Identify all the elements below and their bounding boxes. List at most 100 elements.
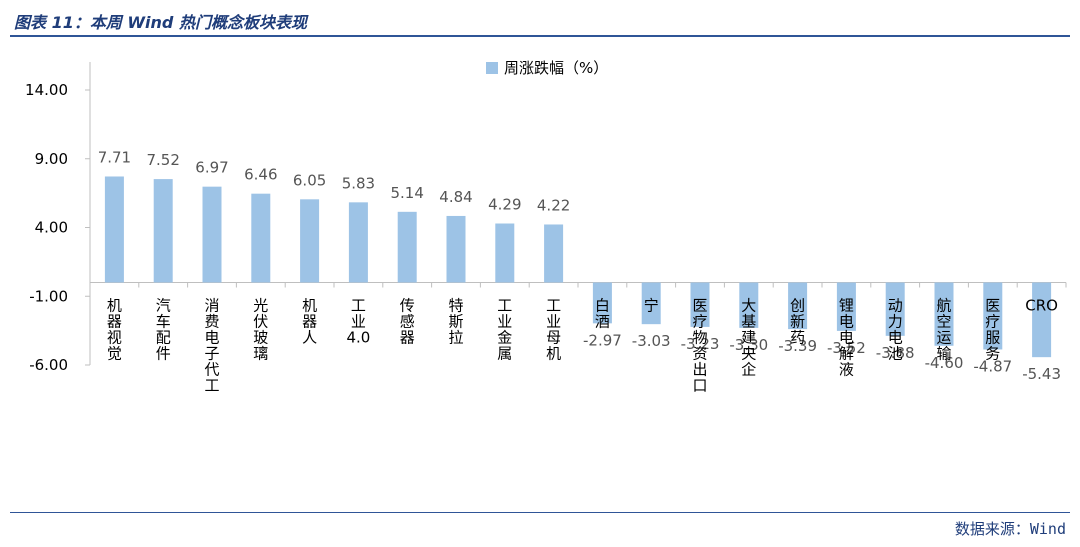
category-label-part: 伏 [253, 313, 268, 331]
category-label-part: 动 [888, 297, 903, 315]
category-label: 工业金属 [497, 297, 512, 363]
category-label-part: 子 [204, 345, 219, 363]
category-label-part: 运 [936, 329, 951, 347]
category-label: 机器视觉 [107, 297, 122, 363]
category-label: 传感器 [400, 297, 415, 347]
category-label: 锂电电解液 [839, 297, 854, 379]
category-label-part: 金 [497, 329, 512, 347]
category-label: 宁 [644, 297, 659, 315]
category-label: 特斯拉 [448, 297, 463, 347]
bar [397, 211, 417, 283]
bar [641, 282, 661, 325]
category-label: 创新药 [790, 297, 805, 347]
category-label-part: 机 [546, 345, 561, 363]
data-label: 4.22 [537, 196, 570, 214]
y-tick-label: 4.00 [35, 219, 68, 237]
category-label-part: 视 [107, 329, 122, 347]
category-label-part: 件 [156, 345, 171, 363]
chart-title: 图表 11：本周 Wind 热门概念板块表现 [14, 13, 307, 32]
category-label-part: 白 [595, 297, 610, 315]
y-tick-label: 14.00 [25, 81, 68, 99]
footer-rule [10, 512, 1070, 513]
category-label: 工业母机 [546, 297, 561, 363]
bar [544, 224, 564, 283]
category-label-part: 光 [253, 297, 268, 315]
category-label: 医疗服务 [985, 297, 1000, 363]
category-label-part: 疗 [985, 313, 1000, 331]
category-label-part: 解 [839, 345, 854, 363]
data-label: -4.87 [973, 357, 1012, 375]
bar [885, 282, 905, 336]
data-label: 4.29 [488, 196, 521, 214]
data-label: 5.14 [390, 184, 423, 202]
data-label: 5.83 [342, 174, 375, 192]
header-rule [10, 35, 1070, 37]
category-label-part: 物 [692, 329, 707, 347]
category-label-part: 业 [546, 313, 561, 331]
category-label-part: CRO [1025, 297, 1058, 315]
data-label: 7.71 [98, 148, 131, 166]
y-axis: 14.00 9.00 4.00 -1.00 -6.00 [25, 62, 91, 374]
source-note: 数据来源：Wind [954, 520, 1066, 538]
category-label-part: 汽 [156, 297, 171, 315]
category-label-part: 4.0 [346, 329, 370, 347]
category-label-part: 创 [790, 297, 805, 315]
category-label-part: 人 [302, 329, 317, 347]
category-label-part: 机 [302, 297, 317, 315]
category-label: CRO [1025, 297, 1058, 315]
category-label-part: 医 [692, 297, 707, 315]
data-label: -5.43 [1022, 365, 1061, 383]
bar [788, 282, 808, 330]
category-label-part: 费 [204, 313, 219, 331]
bar [1032, 282, 1052, 358]
category-label-part: 资 [692, 345, 707, 363]
data-label: 7.52 [146, 151, 179, 169]
bar [446, 215, 466, 283]
category-label-part: 宁 [644, 297, 659, 315]
value-labels: 7.71 7.52 6.97 6.46 6.05 5.83 5.14 4.84 4.29 4.22… [98, 148, 1061, 383]
category-label-part: 璃 [253, 345, 268, 363]
data-label: -3.03 [632, 332, 671, 350]
y-tick-label: 9.00 [35, 150, 68, 168]
category-label-part: 央 [741, 345, 756, 363]
category-label-part: 工 [204, 377, 219, 395]
category-label: 大基建央企 [741, 297, 756, 379]
category-label-part: 酒 [595, 313, 610, 331]
data-label: 6.05 [293, 171, 326, 189]
category-label-part: 电 [888, 329, 903, 347]
category-label-part: 企 [741, 361, 756, 379]
category-label-part: 口 [692, 377, 707, 395]
bar [495, 223, 515, 283]
category-label-part: 电 [839, 313, 854, 331]
data-label: 6.46 [244, 166, 277, 184]
category-label-part: 池 [888, 345, 903, 363]
bar [983, 282, 1003, 350]
category-label-part: 医 [985, 297, 1000, 315]
legend: 周涨跌幅（%） [486, 59, 608, 77]
category-label-part: 电 [839, 329, 854, 347]
category-label-part: 业 [351, 313, 366, 331]
bar [934, 282, 954, 346]
category-label: 工业 4.0 [346, 297, 370, 347]
data-label: -3.88 [876, 344, 915, 362]
category-label-part: 工 [497, 297, 512, 315]
category-label-part: 车 [156, 313, 171, 331]
category-label-part: 输 [936, 345, 951, 363]
data-label: 6.97 [195, 159, 228, 177]
category-label-part: 消 [204, 297, 219, 315]
category-label-part: 器 [400, 329, 415, 347]
category-label: 消费电子代工 [204, 297, 219, 395]
category-label: 光伏玻璃 [253, 297, 268, 363]
category-label: 白酒 [595, 297, 610, 331]
category-label-part: 玻 [253, 329, 268, 347]
category-label-part: 电 [204, 329, 219, 347]
category-label-part: 航 [936, 297, 951, 315]
category-label-part: 建 [741, 329, 756, 347]
category-label-part: 拉 [448, 329, 463, 347]
data-label: 4.84 [439, 188, 472, 206]
category-label: 医疗物资出口 [692, 297, 707, 395]
category-label-part: 机 [107, 297, 122, 315]
bar-chart: 14.00 9.00 4.00 -1.00 -6.00 7.71 7.52 6.97 6.46… [25, 59, 1067, 395]
data-label: -3.39 [778, 337, 817, 355]
